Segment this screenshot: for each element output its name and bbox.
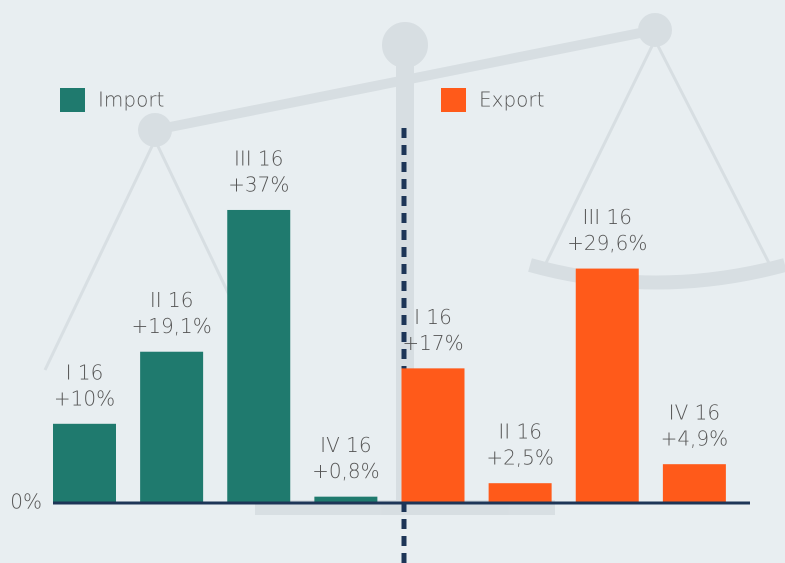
legend-swatch bbox=[60, 88, 85, 112]
category-label: III 16 bbox=[234, 146, 284, 170]
category-label: III 16 bbox=[582, 205, 632, 229]
bar bbox=[401, 368, 465, 503]
legend-swatch bbox=[441, 88, 466, 112]
value-label: +10% bbox=[54, 386, 115, 410]
category-label: IV 16 bbox=[669, 401, 720, 425]
value-label: +29,6% bbox=[567, 231, 647, 255]
category-label: I 16 bbox=[414, 305, 452, 329]
value-label: +17% bbox=[402, 331, 463, 355]
bar bbox=[227, 209, 291, 503]
bar bbox=[314, 496, 378, 503]
value-label: +0,8% bbox=[312, 459, 380, 483]
value-label: +37% bbox=[228, 172, 289, 196]
legend-label: Export bbox=[479, 88, 544, 112]
value-label: +19,1% bbox=[131, 314, 211, 338]
bar bbox=[488, 483, 552, 503]
bar bbox=[662, 464, 726, 503]
category-label: IV 16 bbox=[320, 433, 371, 457]
bar bbox=[53, 423, 116, 503]
bar bbox=[575, 268, 639, 503]
category-label: II 16 bbox=[150, 288, 194, 312]
value-label: +4,9% bbox=[661, 427, 729, 451]
category-label: I 16 bbox=[66, 360, 104, 384]
value-label: +2,5% bbox=[486, 446, 554, 470]
bar bbox=[140, 351, 204, 503]
category-label: II 16 bbox=[498, 420, 542, 444]
y-tick-label: 0% bbox=[10, 490, 42, 514]
legend-label: Import bbox=[98, 88, 164, 112]
